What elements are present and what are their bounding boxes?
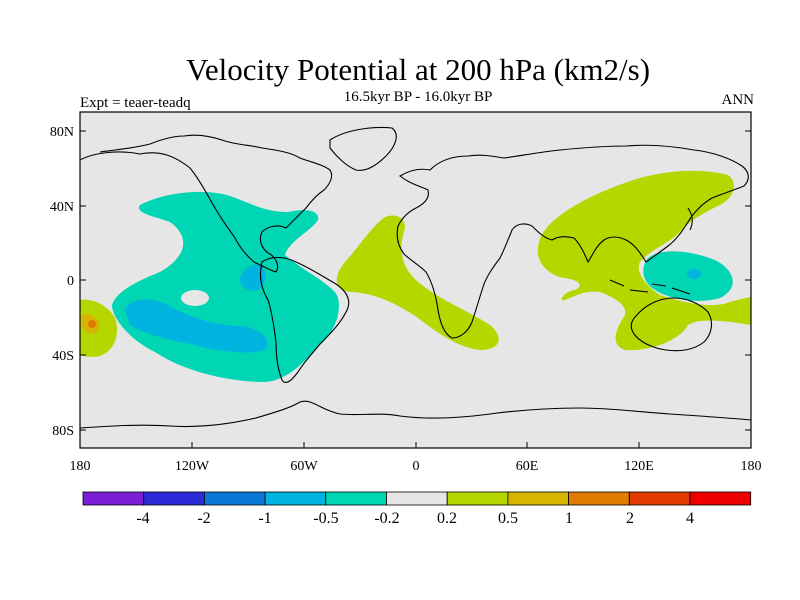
coast-north-america xyxy=(80,134,333,273)
colorbar-swatch xyxy=(325,491,387,506)
colorbar-label: 1 xyxy=(565,510,573,527)
colorbar-swatch xyxy=(386,491,448,506)
lon-label: 0 xyxy=(413,459,420,474)
contour-pos-0.2-asia xyxy=(537,170,751,351)
coast-greenland xyxy=(329,127,397,171)
colorbar-label: -2 xyxy=(197,510,210,527)
coast-south-america xyxy=(259,256,350,383)
lat-label: 40S xyxy=(52,349,74,364)
contour-fills xyxy=(80,170,751,382)
lat-label: 80N xyxy=(50,125,74,140)
colorbar-swatch xyxy=(568,491,630,506)
contour-neg-0.5-south-pacific xyxy=(125,299,268,353)
colorbar-label: 0.2 xyxy=(437,510,457,527)
colorbar-label: 0.5 xyxy=(498,510,518,527)
chart-title: Velocity Potential at 200 hPa (km2/s) xyxy=(185,52,651,87)
lat-label: 40N xyxy=(50,200,74,215)
coast-australia xyxy=(630,297,713,352)
colorbar-label: -0.5 xyxy=(313,510,338,527)
contour-pos-1-dateline xyxy=(88,320,96,328)
coast-japan xyxy=(687,207,693,231)
lat-label: 0 xyxy=(67,274,74,289)
contour-pos-0.2-atlantic xyxy=(336,215,499,350)
coastlines xyxy=(80,127,751,429)
colorbar-swatch xyxy=(689,491,752,506)
coast-eurasia-africa xyxy=(396,144,749,339)
lon-label: 180 xyxy=(741,459,762,474)
lat-ticks xyxy=(80,130,751,431)
experiment-label: Expt = teaer-teadq xyxy=(80,95,191,111)
coast-antarctica xyxy=(80,400,751,429)
lon-label: 60E xyxy=(516,459,539,474)
colorbar-swatch xyxy=(143,491,205,506)
colorbar xyxy=(82,491,752,506)
contour-neg-0.5-west-pacific xyxy=(687,269,701,279)
lon-label: 180 xyxy=(70,459,91,474)
colorbar-label: -0.2 xyxy=(374,510,399,527)
season-label: ANN xyxy=(721,92,755,108)
lon-label: 120W xyxy=(175,459,210,474)
contour-neg-0.5-peru xyxy=(240,264,266,291)
lon-ticks xyxy=(191,442,640,448)
coast-indonesia xyxy=(609,279,691,295)
contour-hole xyxy=(181,290,209,306)
lat-label: 80S xyxy=(52,424,74,439)
lon-labels: 180 120W 60W 0 60E 120E 180 xyxy=(70,459,762,474)
colorbar-swatch xyxy=(628,491,691,506)
lat-labels: 80N 40N 0 40S 80S xyxy=(50,125,74,439)
colorbar-swatch xyxy=(446,491,509,506)
colorbar-label: -4 xyxy=(136,510,149,527)
colorbar-labels: -4 -2 -1 -0.5 -0.2 0.2 0.5 1 2 4 xyxy=(136,510,694,527)
colorbar-label: 2 xyxy=(626,510,634,527)
colorbar-swatch xyxy=(82,491,145,506)
colorbar-swatch xyxy=(264,491,327,506)
colorbar-label: -1 xyxy=(258,510,271,527)
colorbar-swatch xyxy=(507,491,569,506)
chart-subtitle: 16.5kyr BP - 16.0kyr BP xyxy=(343,89,493,105)
lon-label: 60W xyxy=(290,459,318,474)
colorbar-swatch xyxy=(203,491,266,506)
colorbar-label: 4 xyxy=(686,510,694,527)
lon-label: 120E xyxy=(624,459,654,474)
